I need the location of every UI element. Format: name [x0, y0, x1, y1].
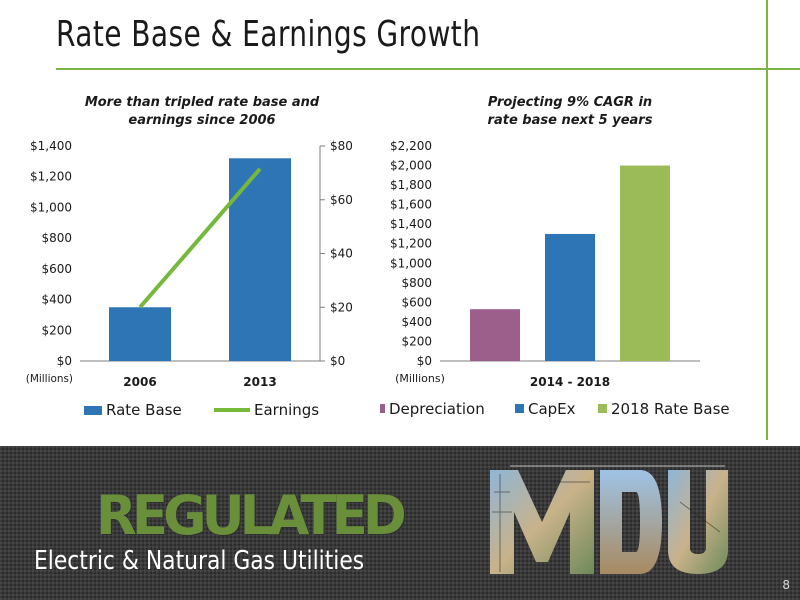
y-left-tick-label: $600: [41, 262, 72, 276]
unit-label: (Millions): [395, 372, 445, 385]
mdu-letter-u: [668, 470, 728, 574]
regulated-wordmark: REGULATED: [96, 484, 407, 547]
legend-label-capex: CapEx: [528, 400, 576, 418]
page-number: 8: [782, 578, 790, 592]
y-right-tick-label: $80: [330, 139, 353, 153]
depreciation-bar: [470, 309, 520, 361]
y-tick-label: $1,200: [390, 237, 432, 251]
banner-subtitle: Electric & Natural Gas Utilities: [34, 546, 365, 576]
legend-label-depreciation: Depreciation: [389, 400, 485, 418]
legend-label-rate-base: Rate Base: [106, 401, 182, 419]
y-left-tick-label: $800: [41, 231, 72, 245]
y-right-tick-label: $40: [330, 247, 353, 261]
legend-label-earnings: Earnings: [254, 401, 319, 419]
banner: [0, 446, 800, 600]
y-tick-label: $2,200: [390, 139, 432, 153]
y-tick-label: $1,000: [390, 256, 432, 270]
chart1-title: More than tripled rate base and earnings…: [84, 95, 320, 128]
legend-swatch-rate-base-2018: [598, 404, 607, 413]
x-tick-label: 2013: [243, 375, 276, 389]
y-left-tick-label: $200: [41, 323, 72, 337]
x-tick-label: 2006: [123, 375, 156, 389]
y-right-tick-label: $60: [330, 193, 353, 207]
y-tick-label: $0: [417, 354, 432, 368]
y-tick-label: $800: [401, 276, 432, 290]
rate-base-bar: [109, 307, 171, 361]
rate-base-2018-bar: [620, 165, 670, 361]
vertical-divider: [766, 0, 768, 440]
mdu-letter-m: [490, 470, 594, 574]
y-tick-label: $1,800: [390, 178, 432, 192]
y-tick-label: $400: [401, 315, 432, 329]
y-tick-label: $1,400: [390, 217, 432, 231]
title-divider: [56, 68, 800, 70]
y-tick-label: $200: [401, 334, 432, 348]
rate-base-bar: [229, 158, 291, 361]
y-left-tick-label: $1,200: [30, 170, 72, 184]
rate-base-projection-chart: $0 $200 $400 $600 $800 $1,000 $1,200 $1,400 $1,6…: [380, 139, 730, 418]
mdu-logo: [490, 465, 728, 574]
page-title: Rate Base & Earnings Growth: [56, 14, 481, 55]
capex-bar: [545, 233, 595, 361]
mdu-letter-d: [600, 470, 662, 574]
y-left-tick-label: $1,000: [30, 200, 72, 214]
y-left-tick-label: $0: [57, 354, 72, 368]
unit-label: (Millions): [26, 372, 73, 385]
y-left-tick-label: $1,400: [30, 139, 72, 153]
earnings-line: [138, 167, 262, 309]
rate-base-earnings-chart: $0 $200 $400 $600 $800 $1,000 $1,200 $1,400 $0 $2…: [26, 139, 353, 419]
y-tick-label: $1,600: [390, 198, 432, 212]
chart2-title: Projecting 9% CAGR in rate base next 5 y…: [487, 95, 653, 128]
x-tick-label: 2014 - 2018: [530, 375, 610, 389]
y-tick-label: $2,000: [390, 159, 432, 173]
y-right-tick-label: $20: [330, 300, 353, 314]
legend-swatch-capex: [515, 404, 524, 413]
y-left-tick-label: $400: [41, 293, 72, 307]
legend-swatch-depreciation: [380, 404, 385, 413]
y-tick-label: $600: [401, 295, 432, 309]
y-right-tick-label: $0: [330, 354, 345, 368]
legend-label-rate-base-2018: 2018 Rate Base: [611, 400, 730, 418]
legend-swatch-rate-base: [84, 406, 102, 415]
